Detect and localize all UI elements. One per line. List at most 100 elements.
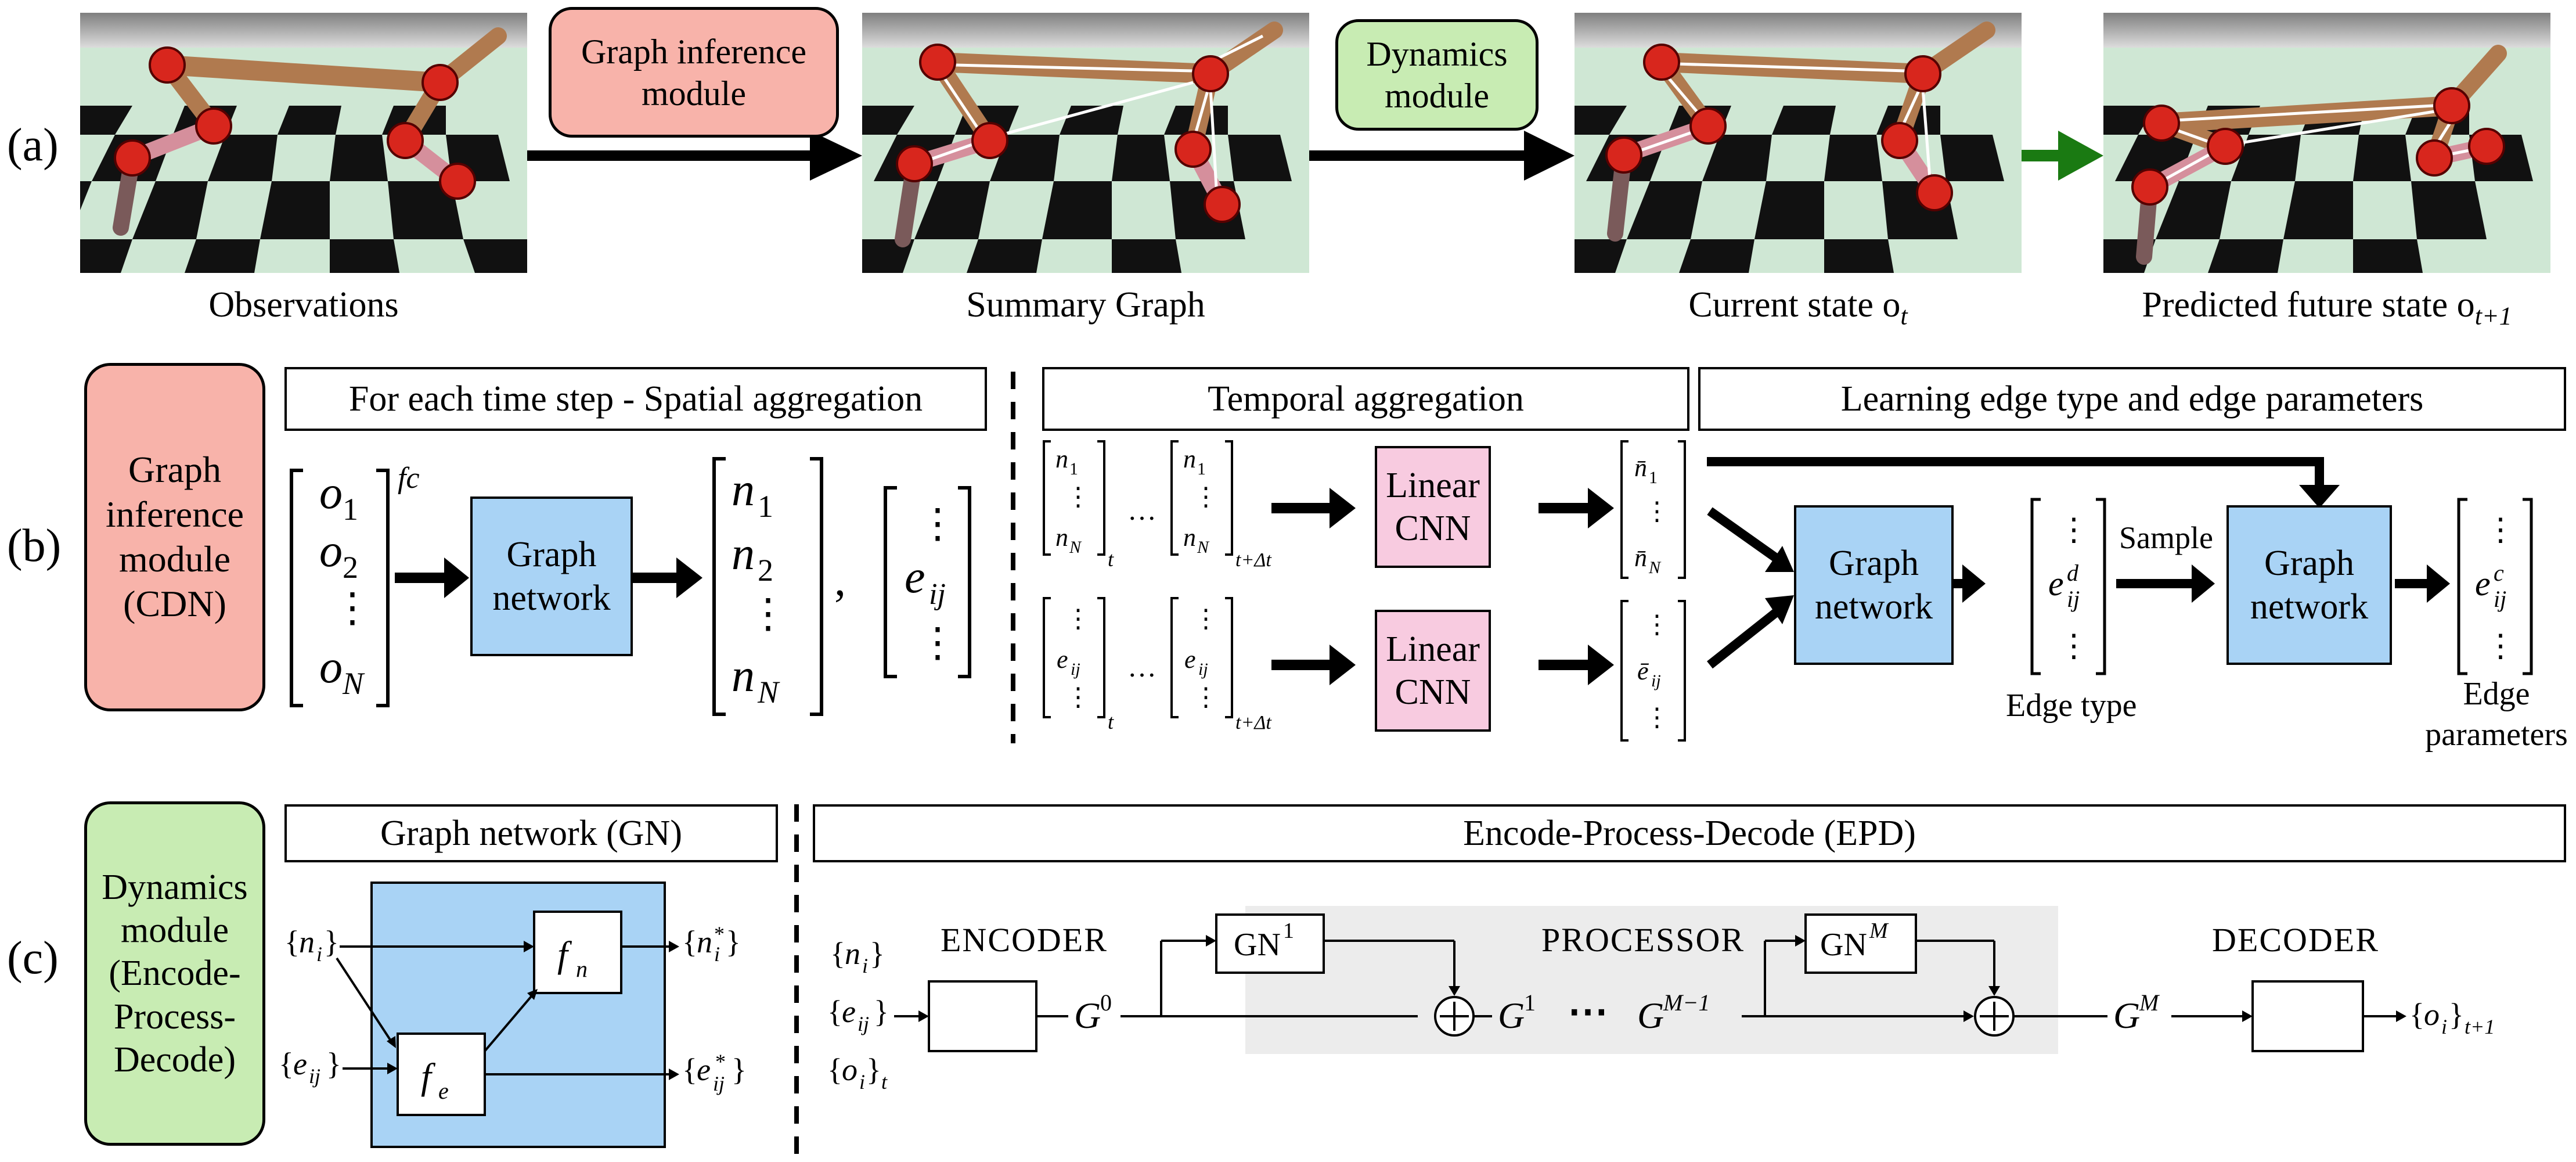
svg-text:d: d: [2067, 560, 2079, 586]
edge-parameters-label: Edge parameters: [2425, 676, 2568, 753]
svg-text:⋮: ⋮: [1065, 483, 1091, 511]
svg-text:e: e: [2048, 564, 2064, 603]
svg-text:2: 2: [758, 553, 773, 588]
scene-observations: [80, 13, 527, 273]
svg-text:0: 0: [1100, 990, 1112, 1016]
learning-edge-title: Learning edge type and edge parameters: [1698, 367, 2566, 431]
svg-text:n: n: [732, 528, 755, 580]
svg-text:{: {: [2409, 997, 2424, 1032]
svg-text:⋮: ⋮: [1065, 683, 1091, 711]
dashed-separator-c: [794, 804, 799, 1162]
svg-text:n: n: [732, 465, 755, 516]
svg-text:n: n: [845, 936, 860, 971]
svg-text:e: e: [842, 994, 856, 1029]
svg-text:o: o: [319, 467, 343, 519]
svg-text:⋮: ⋮: [2485, 512, 2516, 547]
svg-text:}: }: [866, 1052, 881, 1087]
svg-text:t: t: [881, 1070, 888, 1093]
svg-text:o: o: [319, 526, 343, 577]
svg-text:N: N: [1648, 558, 1662, 577]
svg-text:GN: GN: [1234, 927, 1281, 963]
svg-text:ij: ij: [929, 578, 946, 611]
svg-text:e: e: [1057, 645, 1068, 674]
svg-text:n: n: [299, 924, 315, 959]
svg-text:GN: GN: [1820, 927, 1867, 963]
svg-text:n: n: [1183, 445, 1196, 473]
svg-text:t: t: [1108, 548, 1114, 571]
svg-text:G: G: [1637, 995, 1664, 1036]
svg-text:1: 1: [1197, 459, 1206, 479]
temporal-aggregation-title: Temporal aggregation: [1042, 367, 1689, 431]
linear-cnn-top: Linear CNN: [1375, 446, 1491, 568]
svg-text:N: N: [342, 666, 365, 701]
svg-text:n: n: [1183, 523, 1196, 552]
svg-text:ij: ij: [858, 1012, 869, 1035]
svg-text:}: }: [2449, 997, 2464, 1032]
scene-current-state: [1575, 13, 2022, 273]
svg-text:n: n: [1055, 445, 1068, 473]
arrow-current-to-predicted: [2022, 131, 2103, 181]
arrow-obs-to-summary: [527, 131, 862, 181]
dynamics-module-label-a: Dynamics module: [1335, 19, 1539, 131]
svg-text:e: e: [438, 1078, 449, 1104]
svg-text:i: i: [862, 954, 868, 977]
graph-inference-module-label-a: Graph inference module: [549, 7, 839, 138]
svg-text:⋮: ⋮: [1193, 605, 1219, 633]
svg-text:{: {: [682, 1052, 697, 1087]
svg-text:i: i: [2441, 1015, 2447, 1038]
svg-text:t+Δt: t+Δt: [1235, 712, 1272, 733]
svg-text:fc: fc: [398, 462, 420, 495]
edge-learning-arrows: ⋮ e dij ⋮ ⋮ e cij ⋮: [1707, 457, 2533, 675]
svg-text:{: {: [284, 924, 300, 959]
svg-text:G: G: [1074, 995, 1101, 1036]
svg-text:⋮: ⋮: [2485, 628, 2516, 663]
svg-text:ij: ij: [2067, 586, 2080, 612]
svg-text:ij: ij: [309, 1064, 320, 1088]
svg-text:e: e: [293, 1046, 307, 1081]
svg-text:M−1: M−1: [1663, 990, 1710, 1016]
svg-text:⋮: ⋮: [1193, 483, 1219, 511]
svg-text:M: M: [2139, 990, 2160, 1016]
svg-text:M: M: [1869, 919, 1889, 943]
svg-text:{: {: [830, 936, 845, 971]
svg-text:n̄: n̄: [1634, 544, 1647, 572]
svg-text:⋯: ⋯: [1568, 990, 1608, 1034]
svg-text:n: n: [697, 924, 712, 959]
caption-predicted-state: Predicted future state ot+1: [2142, 285, 2512, 330]
svg-text:*: *: [714, 922, 725, 945]
panel-label-a: (a): [7, 120, 59, 171]
svg-text:⋮: ⋮: [917, 502, 958, 546]
svg-text:e: e: [2475, 564, 2491, 603]
svg-text:t+Δt: t+Δt: [1235, 549, 1272, 571]
dynamics-module-epd: Dynamics module (Encode- Process- Decode): [84, 801, 265, 1146]
caption-observations: Observations: [208, 285, 399, 325]
svg-text:e: e: [1184, 645, 1196, 674]
svg-text:t: t: [1108, 710, 1114, 733]
graph-network-spatial: Graph network: [470, 497, 633, 656]
arrow-summary-to-current: [1309, 131, 1575, 181]
decoder-label: DECODER: [2212, 921, 2379, 959]
svg-text:i: i: [859, 1070, 865, 1093]
svg-text:n: n: [576, 956, 588, 982]
panel-label-b: (b): [7, 520, 62, 571]
encoder-label: ENCODER: [941, 921, 1108, 959]
svg-text:⋮: ⋮: [917, 621, 958, 665]
svg-text:{: {: [279, 1046, 294, 1081]
svg-text:⋮: ⋮: [1065, 605, 1091, 633]
svg-text:}: }: [870, 936, 885, 971]
svg-text:}: }: [726, 924, 741, 959]
svg-text:e: e: [905, 552, 925, 603]
svg-text:1: 1: [1283, 919, 1294, 943]
svg-text:e: e: [697, 1052, 711, 1087]
processor-label: PROCESSOR: [1541, 921, 1745, 959]
dashed-separator-b: [1011, 372, 1015, 743]
svg-text:…: …: [1127, 494, 1157, 526]
panel-label-c: (c): [7, 933, 59, 984]
linear-cnn-bottom: Linear CNN: [1375, 610, 1491, 732]
sample-label: Sample: [2119, 520, 2213, 555]
svg-text:o: o: [842, 1052, 858, 1087]
svg-text:N: N: [1069, 538, 1082, 557]
svg-text:⋮: ⋮: [748, 592, 788, 636]
